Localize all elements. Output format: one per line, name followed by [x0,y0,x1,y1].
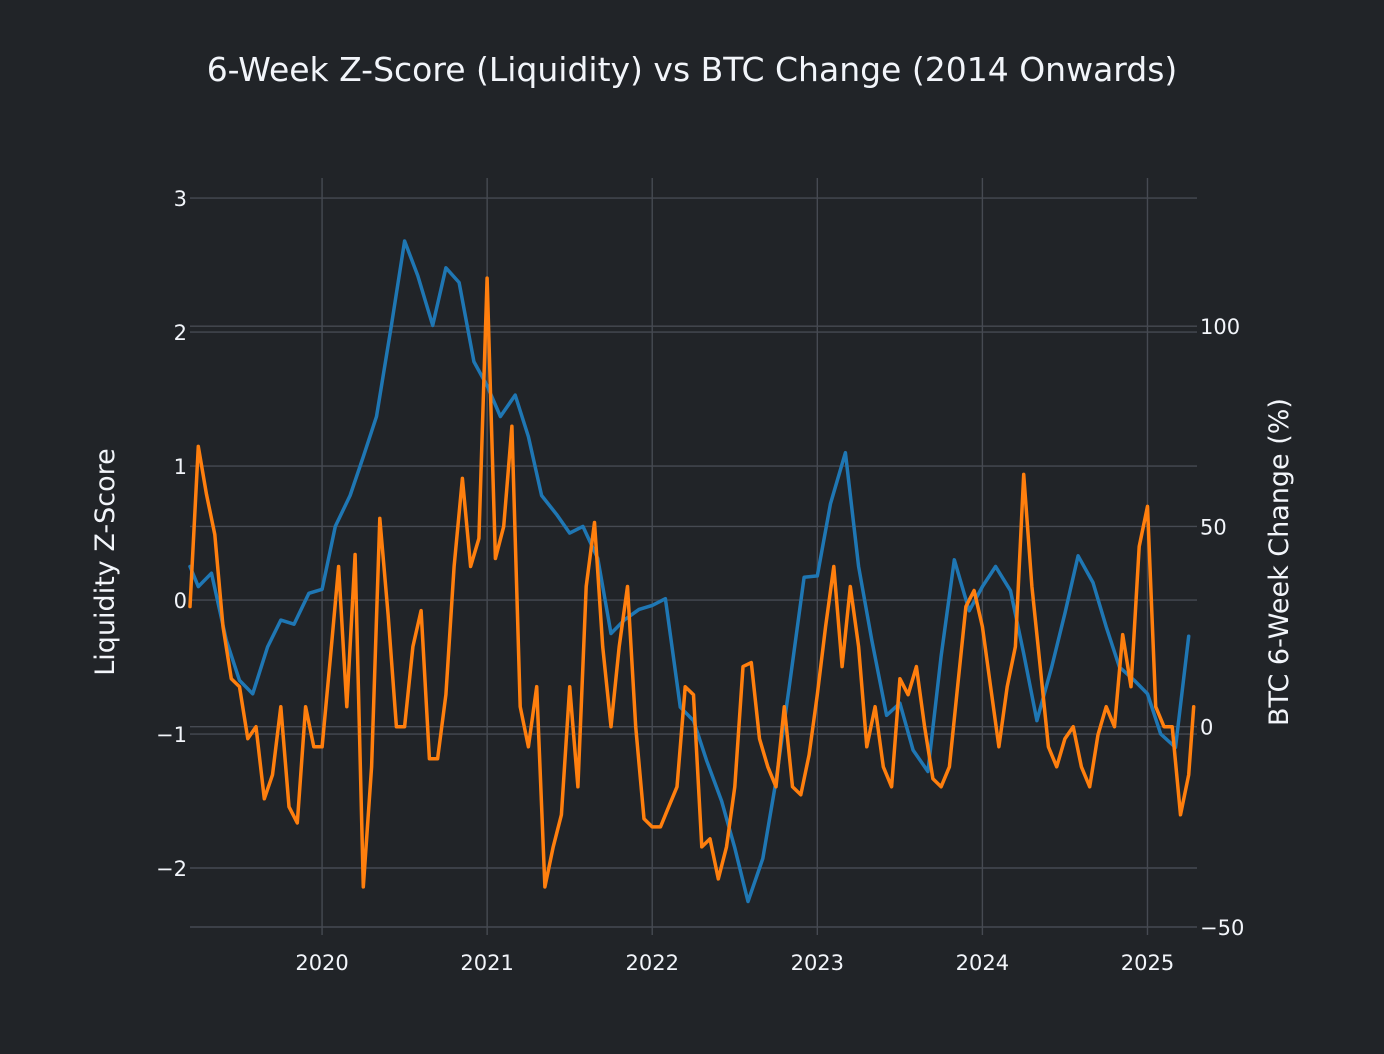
x-tick-label-2022: 2022 [626,951,679,975]
x-tick-label-2020: 2020 [295,951,348,975]
y-left-tick-label: −2 [156,857,187,881]
y-right-axis-title: BTC 6-Week Change (%) [1264,398,1295,726]
y-left-tick-label: 2 [174,321,187,345]
y-left-tick-label: 3 [174,187,187,211]
y-right-tick-label: 0 [1200,716,1213,740]
chart-svg: 6-Week Z-Score (Liquidity) vs BTC Change… [0,0,1384,1054]
y-left-tick-label: 0 [174,589,187,613]
chart-root: 6-Week Z-Score (Liquidity) vs BTC Change… [0,0,1384,1054]
y-right-tick-label: −50 [1200,916,1244,940]
x-tick-label-2024: 2024 [956,951,1009,975]
y-left-tick-label: 1 [174,455,187,479]
x-tick-label-2021: 2021 [460,951,513,975]
chart-title: 6-Week Z-Score (Liquidity) vs BTC Change… [207,50,1178,89]
y-left-axis-title: Liquidity Z-Score [90,448,121,675]
y-right-tick-label: 100 [1200,315,1240,339]
y-right-tick-label: 50 [1200,515,1227,539]
x-tick-label-2023: 2023 [791,951,844,975]
y-left-tick-label: −1 [156,723,187,747]
x-tick-label-2025: 2025 [1121,951,1174,975]
